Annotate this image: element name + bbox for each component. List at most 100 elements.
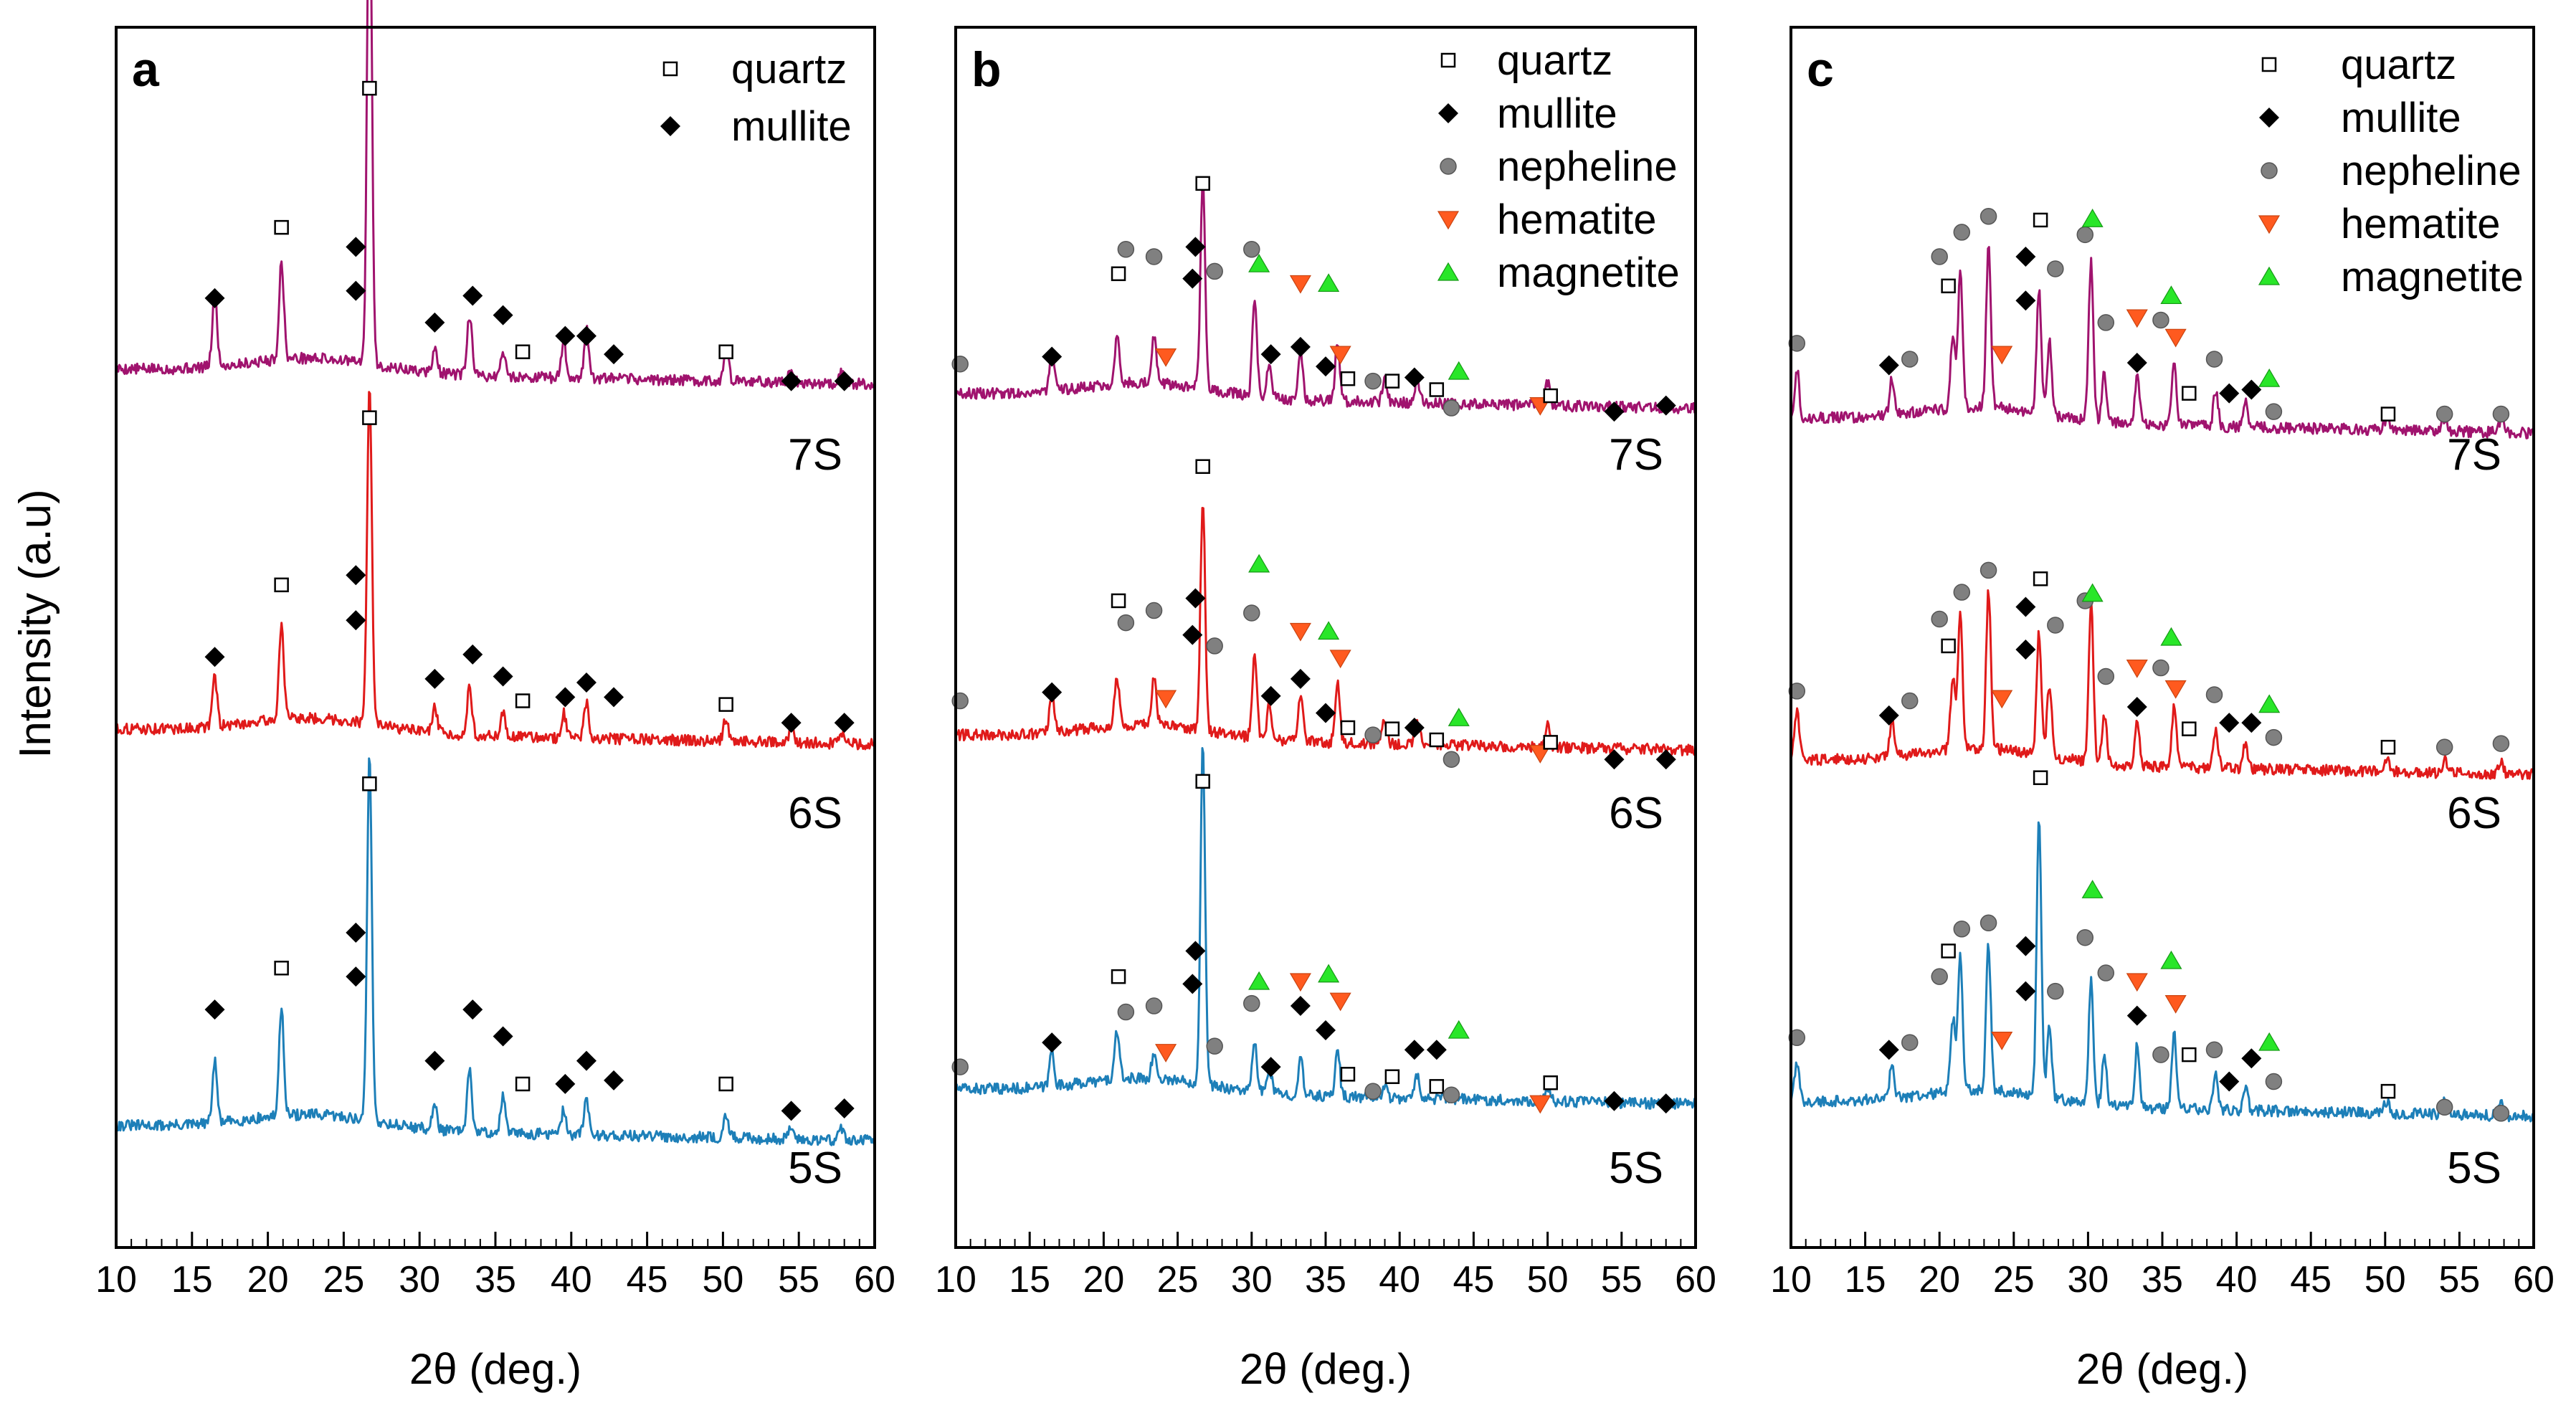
marker-quartz-5S [2182,1047,2197,1063]
legend-label-nepheline: nepheline [1497,143,1678,190]
marker-mullite-7S [781,371,802,391]
marker-nepheline-5S [2047,982,2064,1000]
panel-a: 7S 6S 5S 10 15 20 25 30 35 40 45 50 55 60 2θ (deg.) a qu… [95,0,895,1393]
marker-magnetite-5S [2258,1032,2281,1051]
marker-hematite-6S [2126,659,2148,678]
marker-hematite-5S [1289,973,1311,992]
marker-quartz-6S [1111,593,1126,609]
series-5S-line [954,747,1696,1110]
marker-mullite-5S [1316,1020,1336,1041]
marker-quartz-6S [1195,459,1210,474]
x-tick-label: 10 [1770,1259,1812,1301]
marker-mullite-5S [493,1026,513,1047]
marker-nepheline-6S [2492,735,2510,752]
marker-nepheline-7S [1117,241,1135,258]
marker-mullite-6S [1404,717,1425,738]
sample-label-6S: 6S [788,789,842,838]
marker-quartz-5S [1340,1067,1356,1082]
marker-magnetite-5S [1448,1020,1470,1039]
marker-mullite-6S [1182,624,1203,645]
marker-mullite-7S [1604,401,1625,422]
y-axis-label: Intensity (a.u) [11,489,60,759]
x-tick-label: 30 [2067,1259,2109,1301]
marker-hematite-5S [1329,992,1351,1012]
marker-nepheline-7S [1364,372,1382,390]
x-tick-label: 20 [1919,1259,1960,1301]
marker-nepheline-5S [2152,1046,2169,1063]
marker-quartz-6S [2182,721,2197,736]
marker-mullite-5S [424,1050,445,1071]
marker-nepheline-6S [1443,751,1460,768]
marker-magnetite-7S [1448,361,1470,380]
marker-mullite-7S [604,344,624,365]
x-tick-label: 60 [1675,1259,1716,1301]
marker-mullite-6S [834,713,855,733]
marker-mullite-7S [576,325,597,346]
x-tick-label: 35 [475,1259,516,1301]
legend-label-mullite: mullite [1497,90,1617,137]
marker-magnetite-7S [1318,273,1340,293]
marker-quartz-5S [1941,944,1956,959]
marker-hematite-7S [2126,309,2148,328]
marker-mullite-7S [1878,355,1899,376]
x-axis-label: 2θ (deg.) [1240,1345,1412,1393]
marker-nepheline-7S [2492,405,2510,423]
marker-magnetite-5S [1318,964,1340,983]
marker-mullite-5S [555,1073,576,1094]
x-tick-label: 35 [1305,1259,1346,1301]
legend-label-magnetite: magnetite [2341,254,2524,300]
marker-nepheline-5S [2076,928,2094,946]
marker-hematite-7S [1329,346,1351,365]
marker-mullite-6S [462,644,483,665]
x-tick-label: 40 [551,1259,592,1301]
legend-label-quartz: quartz [1497,37,1612,84]
panel-letter: a [132,42,160,97]
marker-quartz-7S [1941,278,1956,294]
marker-nepheline-5S [1901,1034,1919,1051]
marker-hematite-6S [1329,650,1351,669]
marker-mullite-7S [424,312,445,333]
marker-mullite-7S [1404,367,1425,388]
marker-nepheline-6S [1931,610,1948,628]
legend-label-quartz: quartz [2341,42,2456,88]
marker-mullite-6S [1316,703,1336,723]
marker-magnetite-7S [2258,368,2281,387]
marker-nepheline-6S [2265,728,2283,746]
legend-symbol-hematite [2258,215,2281,234]
x-tick-label: 45 [1453,1259,1494,1301]
marker-nepheline-6S [1364,726,1382,743]
marker-mullite-6S [1878,705,1899,726]
marker-mullite-6S [576,672,597,693]
marker-mullite-7S [1182,268,1203,289]
marker-nepheline-5S [1364,1083,1382,1100]
marker-quartz-7S [1195,176,1210,191]
legend-symbol-mullite [2259,108,2279,128]
marker-hematite-6S [1529,745,1551,764]
marker-mullite-5S [204,999,225,1020]
marker-hematite-7S [1155,348,1177,367]
sample-label-7S: 7S [788,430,842,480]
legend-symbol-hematite [1437,211,1460,230]
marker-mullite-6S [424,668,445,689]
marker-mullite-6S [1185,588,1206,609]
x-tick-label: 15 [1009,1259,1050,1301]
marker-quartz-5S [515,1076,531,1092]
x-tick-label: 50 [702,1259,743,1301]
legend-label-mullite: mullite [731,103,852,150]
marker-nepheline-5S [1243,994,1260,1012]
marker-nepheline-6S [1117,614,1135,632]
legend-symbol-nepheline [2261,162,2278,179]
x-tick-label: 20 [247,1259,289,1301]
marker-mullite-6S [346,565,366,586]
marker-nepheline-7S [1145,248,1163,265]
marker-quartz-6S [718,697,733,712]
marker-nepheline-6S [2047,617,2064,634]
marker-quartz-5S [1111,969,1126,984]
marker-mullite-6S [1655,749,1676,770]
series-6S-line [115,391,876,751]
marker-quartz-6S [2033,571,2048,586]
marker-mullite-7S [1655,395,1676,416]
marker-mullite-6S [781,713,802,733]
marker-mullite-5S [346,922,366,943]
sample-label-5S: 5S [788,1144,842,1193]
